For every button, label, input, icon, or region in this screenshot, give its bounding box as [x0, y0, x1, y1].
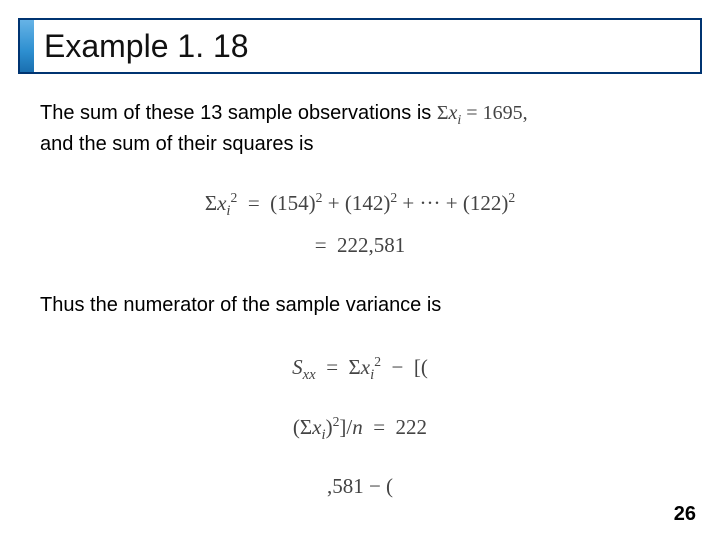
eq1-line2: = 222,581	[40, 226, 680, 266]
para2-text: Thus the numerator of the sample varianc…	[40, 294, 441, 316]
equation-sum-of-squares: Σxi2 = (154)2 + (142)2 + ··· + (122)2 = …	[40, 184, 680, 266]
para1-text-a: The sum of these 13 sample observations …	[40, 102, 437, 124]
page-number: 26	[674, 503, 696, 526]
para1-text-b: and the sum of their squares is	[40, 133, 313, 155]
eq2-frag2: (Σxi)2]/n = 222	[287, 405, 433, 453]
eq1-line1: Σxi2 = (154)2 + (142)2 + ··· + (122)2	[40, 184, 680, 226]
paragraph-2: Thus the numerator of the sample varianc…	[40, 292, 680, 319]
paragraph-1: The sum of these 13 sample observations …	[40, 100, 680, 158]
eq2-frag1: Sxx = Σxi2 − [(	[286, 345, 434, 393]
inline-math-sum: Σxi = 1695,	[437, 102, 528, 124]
equation-sxx: Sxx = Σxi2 − [( (Σxi)2]/n = 222 ,581 − (	[40, 339, 680, 516]
content-area: The sum of these 13 sample observations …	[40, 100, 680, 516]
title-bar: Example 1. 18	[18, 18, 702, 74]
eq2-frag3: ,581 − (	[321, 464, 399, 510]
title-accent	[20, 20, 34, 72]
slide-title: Example 1. 18	[34, 20, 700, 72]
